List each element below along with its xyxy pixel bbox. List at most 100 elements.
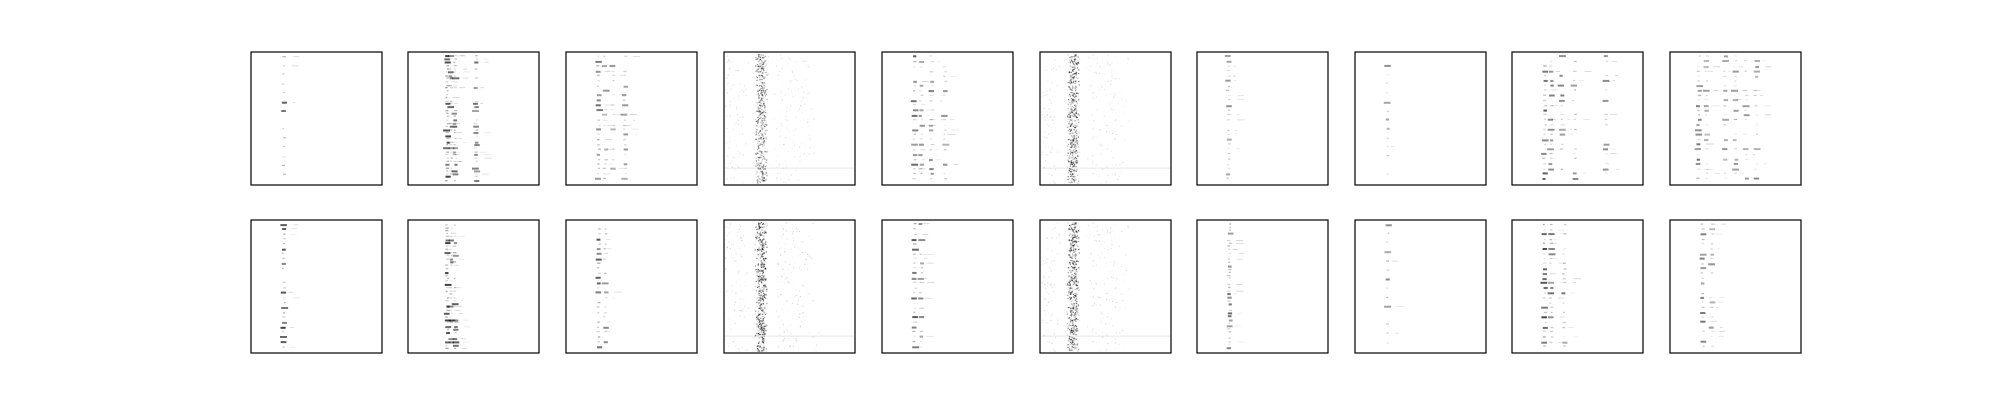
heatmap-cell [1075,319,1077,321]
heatmap-cell [787,281,789,283]
heatmap-cell [764,263,766,266]
heatmap-cell [1092,92,1094,94]
heatmap-cell [760,322,762,324]
heatmap-cell [911,143,918,146]
heatmap-cell [1100,143,1102,145]
heatmap-cell [1068,234,1070,237]
heatmap-cell [759,165,761,167]
heatmap-cell [452,341,460,344]
heatmap-cell [766,151,768,153]
heatmap-cell [937,61,940,63]
heatmap-cell [444,319,452,322]
heatmap-cell [1700,296,1705,299]
heatmap-cell [762,68,764,71]
heatmap-cell [1071,236,1073,238]
heatmap-cell [1104,121,1106,123]
heatmap-cell [446,232,448,234]
heatmap-cell [760,116,762,118]
heatmap-cell [818,243,819,244]
heatmap-cell [1071,168,1073,171]
heatmap-cell [919,90,922,92]
heatmap-cell [1069,273,1071,275]
heatmap-cell [1561,292,1566,295]
heatmap-cell [759,229,761,231]
heatmap-cell [1543,239,1546,241]
heatmap-cells [1540,223,1582,347]
heatmap-cell [756,180,758,182]
heatmap-cell [921,81,929,82]
heatmap-cell [1074,240,1076,243]
heatmap-cell [1735,60,1737,62]
heatmap-cell [762,54,764,56]
heatmap-cell [283,243,285,245]
heatmap-cell [1092,97,1094,99]
heatmap-cell [1116,282,1118,284]
heatmap-cell [764,124,766,126]
heatmap-cell [1092,127,1094,130]
heatmap-cell [1697,66,1700,68]
heatmap-cell [761,123,763,125]
heatmap-cell [1070,150,1072,152]
heatmap-cell [757,63,759,66]
heatmap-cell [776,177,778,179]
heatmap-cell [1227,129,1230,132]
heatmap-cell [596,109,603,112]
heatmap-cell [1120,125,1122,127]
heatmap-cell [475,173,478,175]
heatmap-cell [1070,311,1072,313]
heatmap-cell [759,100,761,102]
heatmap-cell [756,317,758,319]
heatmap-cell [746,145,747,146]
heatmap-cell [1051,82,1053,84]
heatmap-cell [1073,68,1075,70]
heatmap-cell [597,148,601,150]
heatmap-cell [1071,77,1073,79]
heatmap-cell [801,313,803,315]
heatmap-cell [780,94,781,95]
heatmap-cell [1563,345,1566,347]
heatmap-cell [1106,148,1108,150]
heatmap-cell [282,331,285,333]
heatmap-cell [1068,72,1070,74]
heatmap-cell [1069,292,1071,294]
heatmap-cell [1071,122,1073,125]
heatmap-cell [911,239,917,242]
heatmap-cell [1734,133,1737,135]
heatmap-cell [737,259,738,260]
heatmap-cell [1072,70,1073,71]
heatmap-cell [762,147,763,148]
heatmap-cell [1119,332,1121,334]
heatmap-cell [1072,170,1074,172]
heatmap-cell [1567,119,1571,120]
heatmap-cell [602,119,608,121]
heatmap-cell [1077,143,1079,145]
heatmap-cell [1110,227,1112,229]
heatmap-cell [754,57,757,59]
heatmap-cell [1094,71,1096,74]
heatmap-cell [727,319,729,321]
heatmap-cell [758,75,760,77]
heatmap-cell [1073,180,1075,182]
heatmap-cell [1070,98,1073,100]
heatmap-cell [1068,81,1070,84]
heatmap-cell [755,170,756,171]
heatmap-cell [1093,288,1095,290]
heatmap-cell [1226,173,1230,176]
heatmap-cell [1074,250,1077,252]
heatmap-cell [727,60,729,62]
heatmap-cell [757,56,758,57]
heatmap-cell [761,303,763,305]
heatmap-cell [763,157,765,159]
heatmap-cell [1723,75,1727,77]
heatmap-cell [453,242,458,245]
heatmap-cell [1704,105,1709,108]
heatmap-cell [779,172,781,174]
heatmap-cell [782,229,784,232]
heatmap-cell [1075,112,1077,114]
heatmap-cell [1070,329,1072,332]
heatmap-cell [768,91,769,92]
heatmap-cell [1071,291,1073,293]
heatmap-cell [733,90,734,91]
heatmap-cell [759,233,761,235]
heatmap-cell [762,247,764,249]
